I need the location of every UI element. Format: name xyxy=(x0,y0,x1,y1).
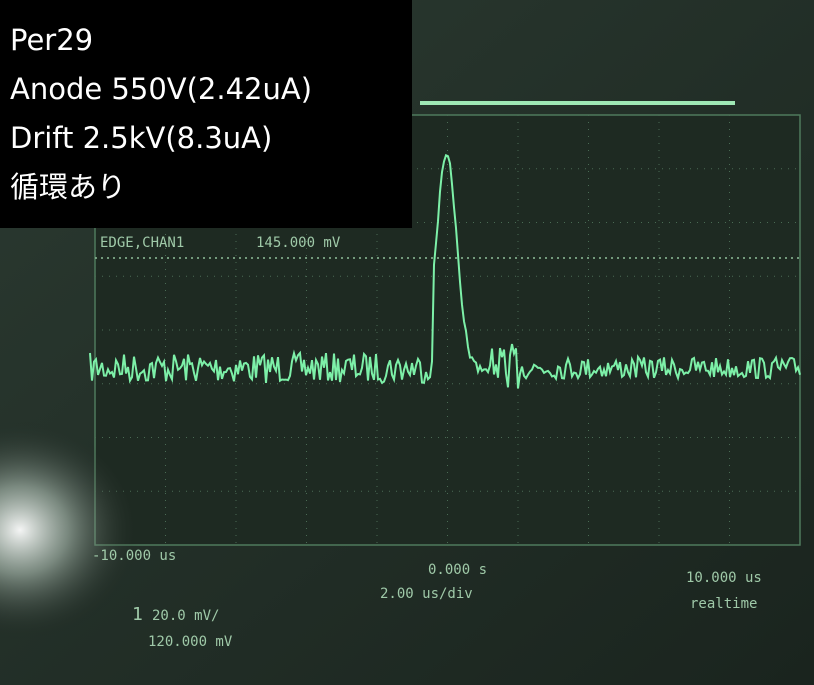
time-center: 0.000 s xyxy=(428,562,487,578)
trigger-level: 145.000 mV xyxy=(256,235,341,251)
trigger-source: EDGE,CHAN1 xyxy=(100,235,184,251)
annotation-line: Drift 2.5kV(8.3uA) xyxy=(10,121,272,155)
annotation-line: 循環あり xyxy=(10,170,126,204)
channel-number: 1 xyxy=(132,604,143,625)
annotation-line: Per29 xyxy=(10,23,93,57)
channel-scale: 20.0 mV/ xyxy=(152,608,219,624)
screenshot: EDGE,CHAN1 145.000 mV -10.000 us 0.000 s… xyxy=(0,0,814,685)
time-right: 10.000 us xyxy=(686,570,762,586)
timebase: 2.00 us/div xyxy=(380,586,473,602)
acquisition-mode: realtime xyxy=(690,596,757,612)
channel-offset: 120.000 mV xyxy=(148,634,233,650)
annotation-line: Anode 550V(2.42uA) xyxy=(10,72,312,106)
time-left: -10.000 us xyxy=(92,548,176,564)
